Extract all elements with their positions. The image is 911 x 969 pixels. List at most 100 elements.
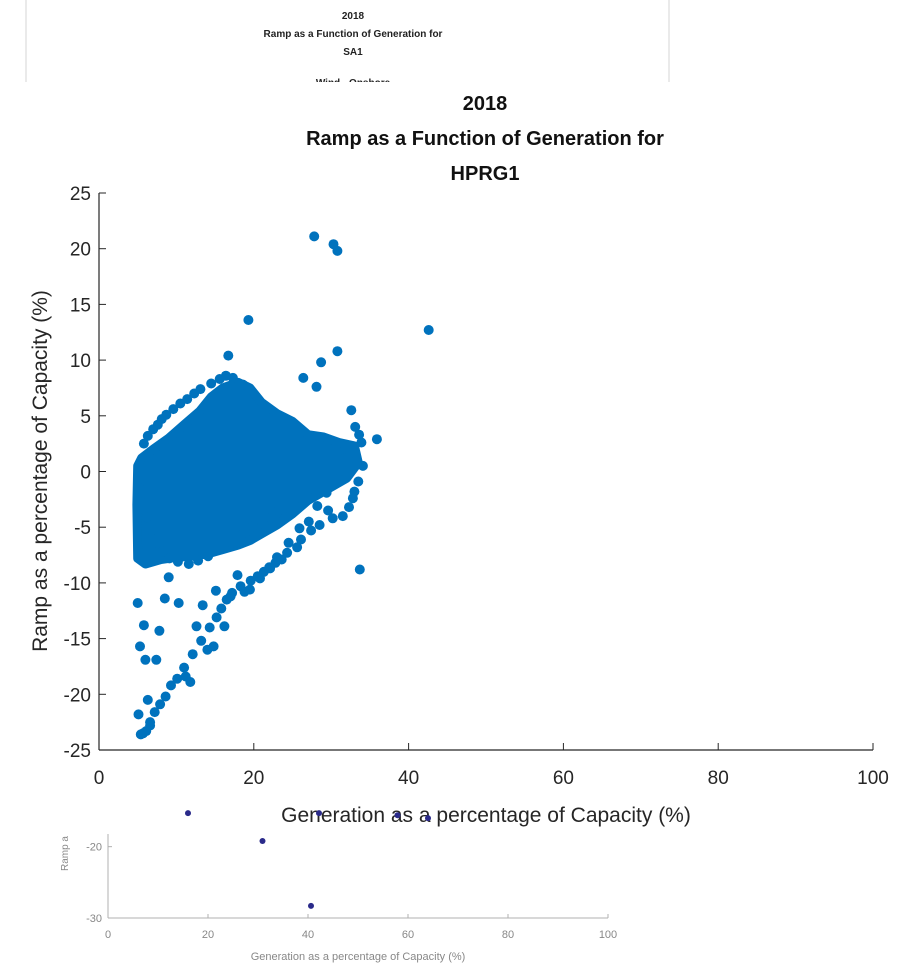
bottom-chart-x-tick-label: 80 xyxy=(502,929,514,941)
main-chart-point xyxy=(206,378,217,389)
main-chart-point xyxy=(294,523,305,534)
main-chart-point xyxy=(311,381,322,392)
main-chart-y-axis-label: Ramp as a percentage of Capacity (%) xyxy=(29,290,52,652)
main-chart-point xyxy=(227,372,238,383)
main-chart-point xyxy=(223,350,234,361)
bottom-chart-x-ticks: 0 20 40 60 80 100 xyxy=(105,914,617,941)
main-chart-x-tick-label: 80 xyxy=(708,768,729,789)
bottom-chart-y-tick-label: -30 xyxy=(86,913,102,925)
main-chart-point xyxy=(185,677,196,687)
main-chart-title-line-2: Ramp as a Function of Generation for xyxy=(306,128,664,150)
main-chart-point xyxy=(204,622,215,633)
main-chart-point xyxy=(160,691,171,702)
main-chart-y-tick-label: 0 xyxy=(80,463,91,484)
main-chart-point xyxy=(244,584,255,595)
main-chart-point xyxy=(179,662,190,673)
main-chart-point xyxy=(238,379,248,390)
bottom-cropped-chart: -20 -30 0 20 40 60 80 100 Ramp a Generation as… xyxy=(60,810,617,963)
main-chart-point xyxy=(134,483,145,494)
main-chart-point xyxy=(296,534,306,545)
main-chart-point xyxy=(155,699,166,710)
top-chart-title-line-2: Ramp as a Function of Generation for xyxy=(264,29,443,40)
bottom-chart-x-tick-label: 40 xyxy=(302,929,314,941)
bottom-chart-point xyxy=(308,902,314,909)
main-chart-point xyxy=(260,512,271,523)
top-chart-title-line-1: 2018 xyxy=(342,11,365,22)
main-chart-point xyxy=(138,438,149,449)
main-chart-point xyxy=(151,654,162,665)
main-chart-point xyxy=(303,516,314,527)
main-chart-point xyxy=(306,525,317,536)
main-chart-point xyxy=(163,572,174,583)
main-chart-point xyxy=(283,537,294,548)
main-chart-y-tick-label: 10 xyxy=(70,351,91,372)
main-chart-point xyxy=(154,625,165,636)
main-chart-x-tick-label: 20 xyxy=(243,768,264,789)
main-chart-point xyxy=(172,673,183,684)
main-chart-point xyxy=(292,542,303,553)
main-chart-point xyxy=(354,564,365,575)
bottom-chart-x-tick-label: 0 xyxy=(105,929,111,941)
main-chart-point xyxy=(152,537,163,548)
main-chart-point xyxy=(248,521,258,532)
bottom-chart-x-axis-label: Generation as a percentage of Capacity (… xyxy=(251,951,466,963)
main-chart-point xyxy=(327,513,338,524)
main-chart-y-tick-label: 5 xyxy=(80,407,91,428)
main-chart-point xyxy=(337,511,348,522)
main-chart-y-tick-label: 25 xyxy=(70,184,91,205)
bottom-chart-x-tick-label: 100 xyxy=(599,929,617,941)
top-chart-title-line-3: SA1 xyxy=(343,47,363,58)
main-chart-point xyxy=(354,429,365,440)
main-chart-point xyxy=(298,372,309,383)
main-chart-x-ticks: 0 20 40 60 80 100 xyxy=(94,743,889,789)
main-chart-point xyxy=(344,502,354,513)
main-chart-point xyxy=(282,547,293,558)
main-chart-point xyxy=(173,598,184,608)
main-chart-point xyxy=(145,720,156,731)
main-chart-point xyxy=(216,603,227,614)
main-chart-point xyxy=(146,525,157,536)
main-chart-y-tick-label: -5 xyxy=(74,518,91,539)
main-chart-point xyxy=(332,346,343,357)
main-chart-point xyxy=(219,621,230,632)
main-chart-point xyxy=(164,553,175,564)
bottom-chart-point xyxy=(185,810,191,817)
main-chart-point xyxy=(197,600,208,611)
main-chart-point xyxy=(272,552,282,563)
main-chart-point xyxy=(187,649,198,660)
bottom-chart-point xyxy=(425,815,431,822)
main-chart-point xyxy=(245,575,256,586)
main-chart-point xyxy=(172,556,183,567)
bottom-chart-x-tick-label: 20 xyxy=(202,929,214,941)
main-chart-point xyxy=(203,551,214,562)
main-chart-point xyxy=(332,245,343,256)
main-chart-x-tick-label: 100 xyxy=(857,768,889,789)
main-chart-y-tick-label: 20 xyxy=(70,240,91,261)
main-chart-point xyxy=(346,405,357,416)
main-chart-point xyxy=(135,729,146,740)
main-chart-point xyxy=(166,680,176,691)
main-chart-point xyxy=(132,598,143,608)
bottom-chart-x-tick-label: 60 xyxy=(402,929,414,941)
main-chart-point xyxy=(137,497,148,508)
main-chart-y-tick-label: -25 xyxy=(64,741,91,762)
top-chart-overlap-cover xyxy=(200,82,520,92)
main-chart-point xyxy=(333,474,344,485)
main-chart-point xyxy=(356,437,367,448)
main-chart-point xyxy=(210,585,221,596)
bottom-chart-points xyxy=(185,810,431,909)
main-chart-point xyxy=(309,231,320,242)
main-chart-point xyxy=(316,357,327,368)
main-chart-point xyxy=(133,709,144,720)
bottom-chart-point xyxy=(394,812,401,819)
main-chart-title-line-3: HPRG1 xyxy=(451,163,520,185)
main-chart-point xyxy=(340,453,351,464)
main-chart-point xyxy=(161,409,172,420)
main-chart-point xyxy=(182,394,193,405)
main-chart-point xyxy=(211,612,222,623)
main-chart-point xyxy=(135,641,145,652)
main-chart-y-tick-label: -20 xyxy=(64,685,91,706)
bottom-chart-y-tick-label: -20 xyxy=(86,842,102,854)
main-chart-point xyxy=(193,555,204,566)
